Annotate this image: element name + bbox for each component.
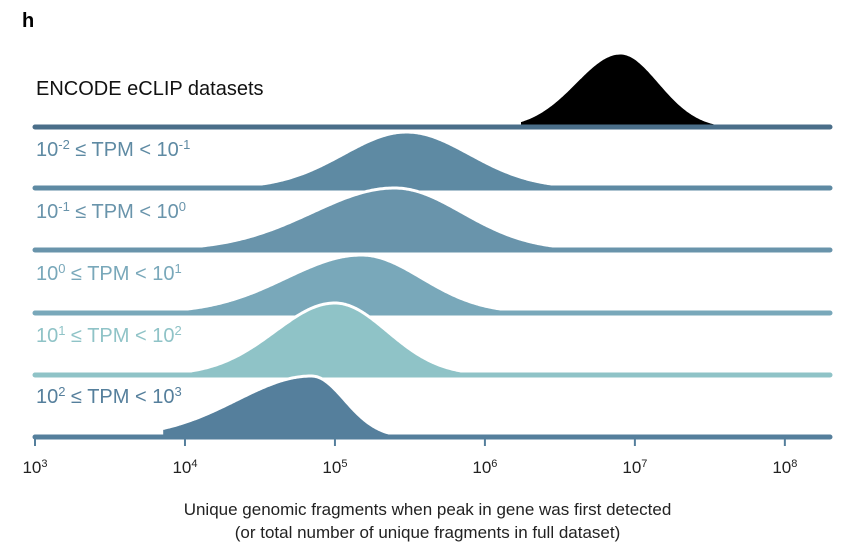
series-label: 102 ≤ TPM < 103 (36, 384, 182, 409)
density-area (195, 130, 637, 190)
series-label: 100 ≤ TPM < 101 (36, 261, 182, 286)
ridge-4: 101 ≤ TPM < 102 (32, 301, 833, 378)
x-tick-label: 103 (22, 458, 47, 477)
ridge-0: ENCODE eCLIP datasets (32, 51, 833, 130)
series-label: 10-1 ≤ TPM < 100 (36, 199, 186, 224)
density-area (518, 51, 718, 129)
ridge-3: 100 ≤ TPM < 101 (32, 253, 833, 316)
x-tick-label: 104 (172, 458, 197, 477)
density-area (160, 374, 441, 439)
x-axis-label-line1: Unique genomic fragments when peak in ge… (183, 500, 672, 519)
x-tick-label: 106 (472, 458, 497, 477)
x-tick-label: 105 (322, 458, 347, 477)
series-label: 101 ≤ TPM < 102 (36, 323, 182, 348)
ridge-5: 102 ≤ TPM < 103 (32, 374, 833, 440)
panel-letter: h (22, 10, 35, 32)
series-label: 10-2 ≤ TPM < 10-1 (36, 137, 190, 162)
density-area (123, 186, 636, 252)
x-tick-label: 107 (622, 458, 647, 477)
density-area (138, 253, 592, 315)
ridge-1: 10-2 ≤ TPM < 10-1 (32, 130, 833, 191)
ridge-2: 10-1 ≤ TPM < 100 (32, 186, 833, 253)
series-label: ENCODE eCLIP datasets (36, 78, 264, 100)
x-tick-label: 108 (772, 458, 797, 477)
x-axis-label-line2: (or total number of unique fragments in … (234, 523, 621, 542)
